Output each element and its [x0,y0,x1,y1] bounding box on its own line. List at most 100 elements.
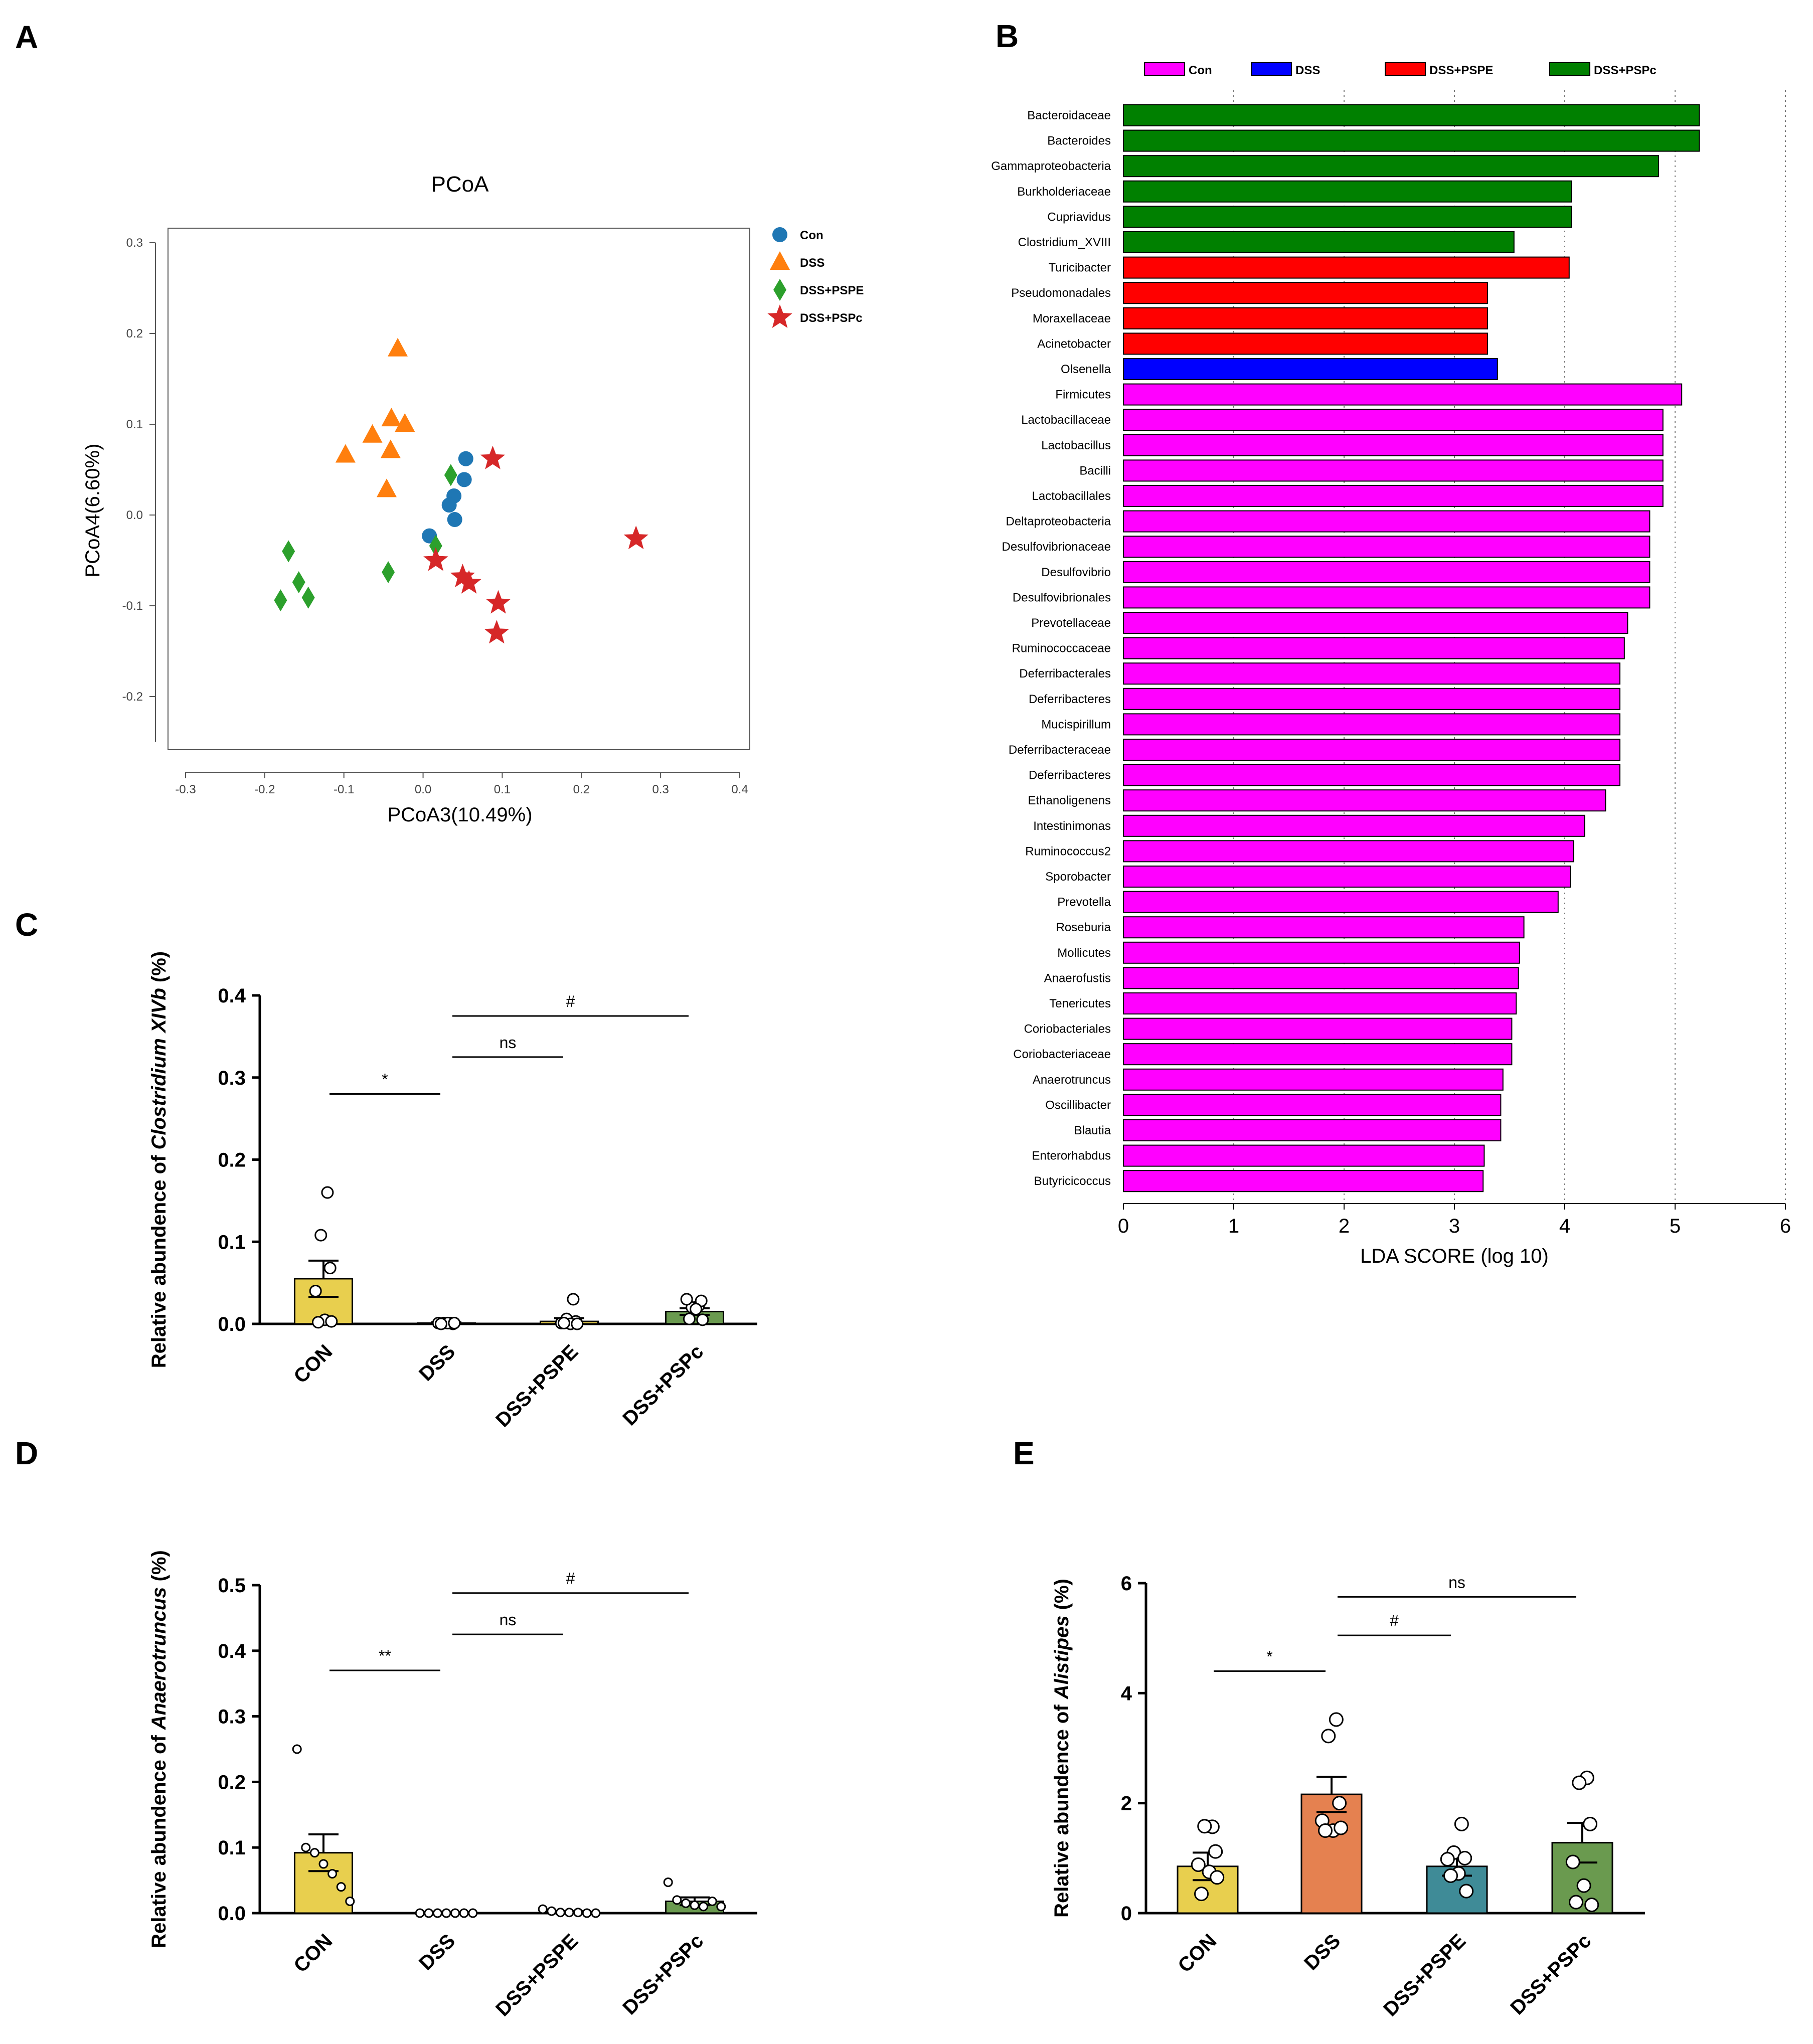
lda-legend-label: Con [1189,64,1212,77]
lda-bar-label: Deltaproteobacteria [1006,515,1111,529]
d-data-point [424,1908,434,1918]
e-data-point [1318,1823,1333,1838]
d-data-point [309,1848,319,1858]
d-data-point [582,1908,592,1918]
c-y-tick-label: 0.2 [218,1149,246,1171]
lda-legend-swatch [1251,62,1292,76]
lda-bar-label: Deferribacterales [1019,667,1111,680]
pcoa-title: PCoA [431,172,489,197]
lda-bar [1123,814,1585,837]
lda-bar-label: Clostridium_XVIII [1018,236,1111,249]
e-data-point [1576,1878,1591,1893]
lda-bar-label: Moraxellaceae [1033,312,1111,325]
d-category-label: DSS [415,1930,459,1974]
pcoa-x-tick-label: 0.2 [573,783,590,796]
c-data-point [448,1316,461,1329]
panel-label-c: C [15,907,38,943]
d-data-point [663,1878,673,1888]
pcoa-point [381,408,402,427]
e-y-tick-label: 6 [1121,1573,1132,1595]
lda-bar [1123,459,1664,482]
lda-bar [1123,612,1628,634]
anaerotruncus-bar-chart: 0.0 0.1 0.2 0.3 0.4 0.5 Relative abundence of … [148,1550,757,2021]
e-data-point [1565,1854,1580,1869]
lda-bar [1123,307,1488,329]
e-data-point [1191,1857,1206,1872]
c-y-tick-label: 0.0 [218,1313,246,1335]
e-y-axis-title: Relative abundence of Alistipes (%) [1051,1579,1073,1918]
pcoa-point [444,464,457,486]
lda-bar-label: Mucispirillum [1041,718,1111,731]
c-data-point [434,1317,447,1330]
d-significance-label: ns [500,1611,517,1629]
y-axis-title-part: (%) [1051,1579,1073,1615]
d-category-label: DSS+PSPc [618,1930,708,2019]
c-data-point [314,1229,327,1242]
lda-bar-label: Burkholderiaceae [1017,185,1111,199]
pcoa-point [292,571,305,593]
pcoa-point [395,413,415,432]
pcoa-point [335,444,356,463]
e-data-point [1194,1887,1209,1902]
e-data-point [1443,1868,1458,1883]
pcoa-point [458,451,473,466]
panel-label-a: A [15,19,38,55]
d-data-point [327,1869,338,1879]
lda-bar-label: Lactobacillus [1041,439,1111,452]
lda-bar-label: Enterorhabdus [1032,1149,1111,1163]
e-data-point [1569,1895,1584,1910]
d-data-point [345,1896,355,1906]
pcoa-x-tick-label: 0.4 [731,783,748,796]
c-category-label: CON [289,1340,337,1388]
pcoa-point [623,526,648,550]
pcoa-y-tick-label: -0.2 [122,690,143,704]
pcoa-legend-label: DSS+PSPc [800,311,863,325]
pcoa-legend-label: DSS+PSPE [800,284,864,297]
d-data-point [301,1842,311,1852]
d-category-label: DSS+PSPE [491,1930,582,2020]
d-data-point [336,1882,346,1892]
lda-legend-label: DSS+PSPE [1429,64,1493,77]
e-y-tick-label: 4 [1121,1682,1132,1705]
pcoa-scatter-plot: PCoA PCoA3(10.49%) PCoA4(6.60%) -0.3 -0.2… [82,172,864,826]
d-y-tick-label: 0.5 [218,1575,246,1597]
d-data-point [538,1904,548,1914]
e-bar [1300,1793,1363,1914]
lda-bar [1123,992,1517,1014]
lda-bar [1123,1043,1513,1066]
lda-bar-label: Ruminococcus2 [1025,844,1111,858]
lda-legend-swatch [1385,62,1426,76]
pcoa-y-tick-label: 0.0 [126,508,143,522]
panel-label-e: E [1013,1435,1035,1471]
y-axis-title-part: Relative abundence of [148,1149,170,1368]
pcoa-x-tick-label: 0.3 [652,783,669,796]
lda-bar [1123,155,1659,178]
lda-bar-label: Pseudomonadales [1011,286,1111,300]
lda-bar-chart: Con DSS DSS+PSPE DSS+PSPc Bacteroidaceae Bac… [991,62,1791,1267]
pcoa-point [450,564,475,588]
c-data-point [309,1285,322,1297]
c-significance-label: * [382,1071,388,1089]
d-data-point [699,1902,709,1912]
lda-x-tick-label: 6 [1780,1215,1791,1237]
pcoa-point [429,535,442,557]
c-data-point [325,1315,338,1328]
d-y-tick-label: 0.1 [218,1837,246,1859]
lda-bar [1123,1017,1513,1040]
c-data-point [683,1312,696,1325]
c-significance-label: ns [500,1034,517,1052]
lda-bar-label: Lactobacillales [1032,489,1111,503]
d-data-point [681,1898,691,1908]
pcoa-point [485,590,511,614]
y-axis-title-part: Relative abundence of [148,1730,170,1948]
lda-bar [1123,409,1664,431]
d-data-point [318,1859,328,1869]
lda-bar [1123,104,1700,126]
lda-legend-swatch [1549,62,1590,76]
e-significance-label: ns [1448,1573,1465,1591]
y-axis-title-part: (%) [148,1550,170,1587]
lda-bar-label: Lactobacillaceae [1021,413,1111,427]
lda-bar [1123,332,1488,355]
pcoa-legend-marker [772,227,787,242]
pcoa-legend-label: Con [800,229,823,242]
